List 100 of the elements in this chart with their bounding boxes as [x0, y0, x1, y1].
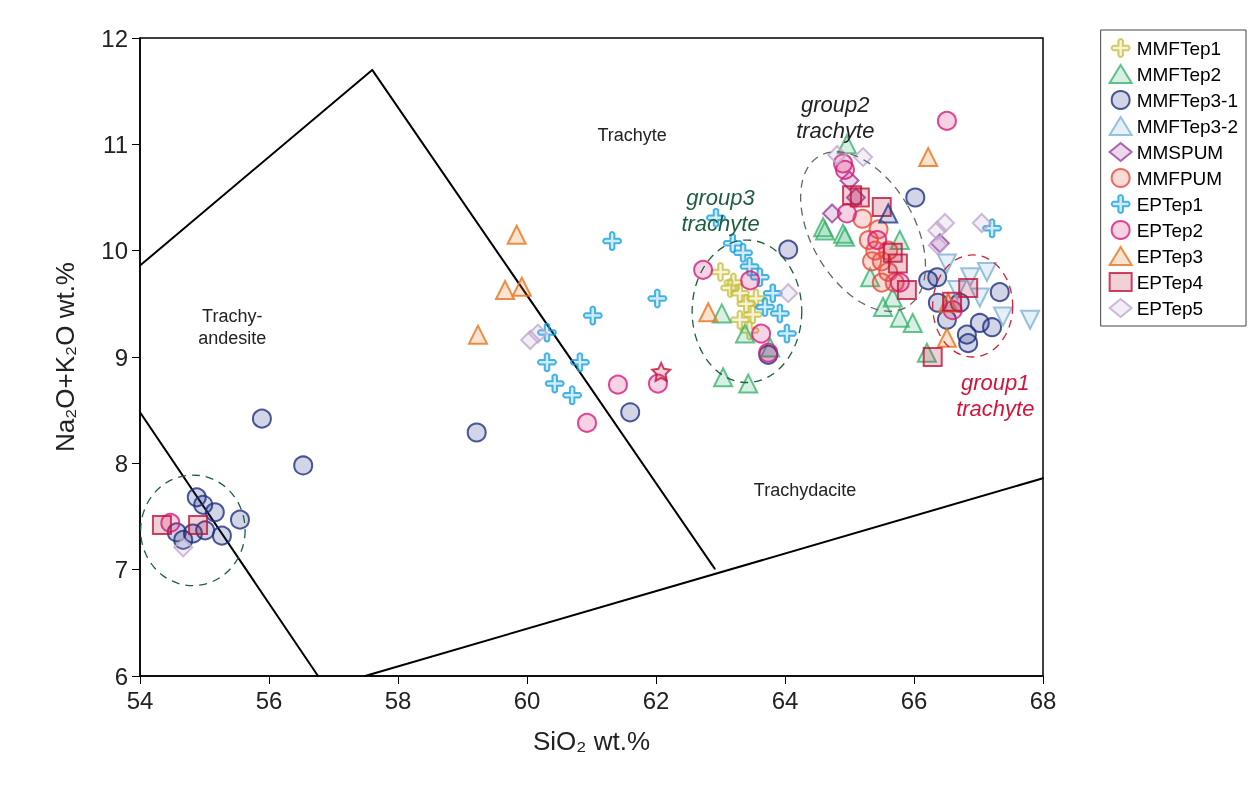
point	[577, 412, 597, 433]
annotation: group1 trachyte	[956, 369, 1035, 421]
legend-label: MMFPUM	[1136, 167, 1223, 189]
point	[887, 253, 908, 274]
point	[607, 374, 628, 395]
point	[862, 251, 883, 272]
point	[506, 224, 527, 245]
point	[902, 312, 923, 333]
point	[620, 402, 641, 423]
point	[852, 208, 873, 229]
legend-label: MMFTep3-2	[1136, 115, 1238, 137]
y-tick-label: 9	[114, 343, 128, 371]
x-tick-label: 62	[642, 686, 670, 714]
point	[693, 259, 714, 280]
point	[778, 239, 799, 260]
point	[934, 213, 955, 234]
point	[778, 283, 799, 304]
point	[755, 297, 776, 318]
point	[495, 280, 516, 301]
legend-label: MMSPUM	[1136, 141, 1224, 163]
point	[544, 373, 565, 394]
x-axis-title: SiO₂ wt.%	[533, 726, 650, 756]
legend-label: EPTep2	[1136, 219, 1204, 241]
annotation: Trachydacite	[753, 479, 857, 500]
point	[958, 333, 979, 354]
point	[204, 502, 225, 523]
y-tick-label: 7	[114, 556, 128, 584]
point	[976, 261, 997, 282]
point	[1020, 309, 1041, 330]
point	[536, 352, 557, 373]
y-axis-title: Na₂O+K₂O wt.%	[50, 262, 80, 452]
point	[878, 203, 899, 224]
annotation: group2 trachyte	[796, 92, 875, 144]
point	[918, 147, 939, 168]
point	[188, 515, 209, 536]
point	[873, 297, 894, 318]
y-tick-label: 8	[114, 449, 128, 477]
x-tick-label: 66	[900, 686, 928, 714]
point	[751, 323, 772, 344]
x-tick-label: 68	[1029, 686, 1057, 714]
point	[733, 242, 754, 263]
x-tick-label: 54	[126, 686, 154, 714]
x-tick-label: 64	[771, 686, 799, 714]
point	[836, 203, 857, 224]
point	[927, 267, 948, 288]
legend-label: EPTep1	[1136, 193, 1204, 215]
point	[562, 385, 583, 406]
point	[651, 361, 672, 382]
legend-label: MMFTep1	[1136, 37, 1222, 59]
point	[710, 261, 731, 282]
x-tick-label: 60	[513, 686, 541, 714]
point	[582, 305, 603, 326]
point	[989, 282, 1010, 303]
point	[835, 159, 855, 180]
point	[905, 187, 926, 208]
legend-label: MMFTep3-1	[1136, 89, 1238, 111]
point	[293, 455, 314, 476]
point	[511, 276, 532, 297]
point	[251, 408, 272, 429]
point	[151, 515, 172, 536]
point	[993, 306, 1014, 327]
legend-label: MMFTep2	[1136, 63, 1222, 85]
legend-label: EPTep4	[1136, 271, 1204, 293]
point	[527, 323, 548, 344]
y-tick-label: 11	[103, 130, 128, 158]
point	[602, 231, 623, 252]
point	[936, 110, 957, 131]
point	[713, 367, 734, 388]
point	[211, 525, 232, 546]
point	[740, 270, 761, 291]
point	[969, 312, 990, 333]
point	[466, 422, 487, 443]
point	[776, 323, 797, 344]
annotation: Trachy- andesite	[198, 306, 267, 349]
y-tick-label: 6	[114, 662, 128, 690]
point	[173, 537, 194, 558]
point	[698, 302, 719, 323]
annotation: group3 trachyte	[681, 184, 760, 236]
point	[922, 347, 943, 367]
point	[569, 352, 590, 373]
point	[936, 327, 957, 348]
y-tick-label: 12	[101, 24, 128, 52]
y-tick-label: 10	[101, 237, 128, 265]
point	[647, 288, 668, 309]
point	[971, 213, 992, 234]
x-tick-label: 56	[255, 686, 283, 714]
annotation: Trachyte	[597, 124, 667, 145]
point	[738, 373, 759, 394]
x-tick-label: 58	[384, 686, 412, 714]
legend-label: EPTep5	[1136, 297, 1204, 319]
point	[853, 147, 874, 168]
point	[467, 324, 488, 345]
point	[720, 277, 741, 298]
point	[867, 230, 888, 251]
point	[896, 280, 917, 301]
point	[762, 283, 783, 304]
point	[936, 253, 957, 274]
legend-label: EPTep3	[1136, 245, 1204, 267]
point	[827, 144, 848, 165]
point	[229, 509, 250, 530]
